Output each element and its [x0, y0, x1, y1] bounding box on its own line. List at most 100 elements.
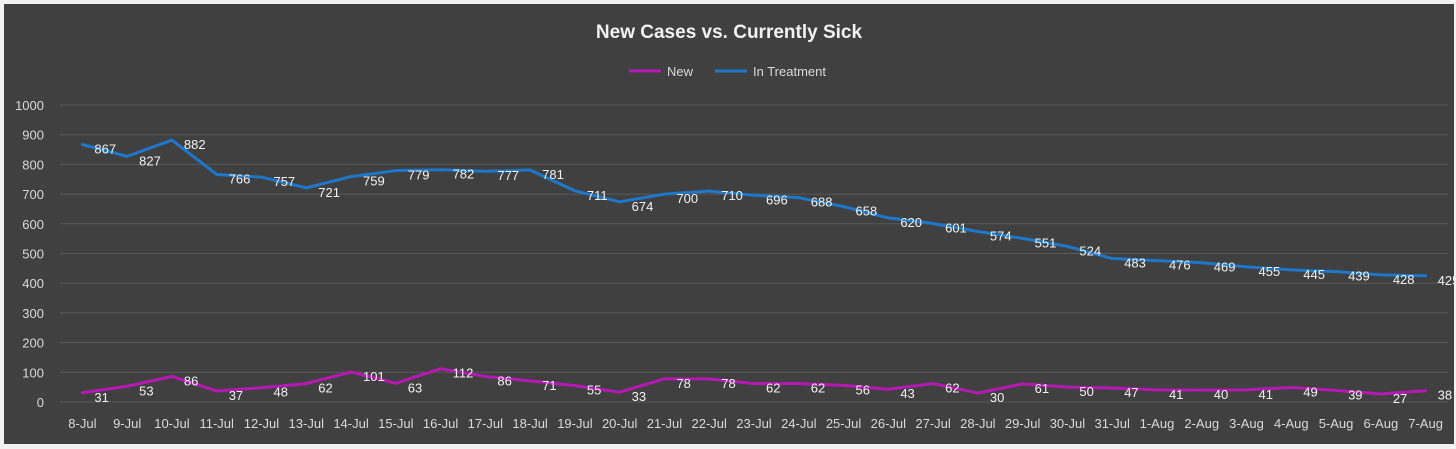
data-point	[170, 138, 174, 142]
data-point	[1021, 382, 1025, 386]
data-point	[931, 382, 935, 386]
data-label: 33	[632, 389, 646, 404]
data-point	[662, 377, 666, 381]
data-point	[1021, 236, 1025, 240]
x-tick-label: 25-Jul	[826, 416, 862, 431]
data-label: 49	[1303, 384, 1317, 399]
x-tick-label: 7-Aug	[1408, 416, 1443, 431]
data-point	[707, 189, 711, 193]
data-label: 41	[1169, 387, 1183, 402]
data-label: 781	[542, 167, 564, 182]
legend[interactable]: New In Treatment	[629, 64, 826, 79]
data-point	[304, 382, 308, 386]
data-label: 61	[1035, 381, 1049, 396]
data-point	[483, 169, 487, 173]
data-point	[842, 383, 846, 387]
data-point	[618, 200, 622, 204]
data-label: 39	[1348, 387, 1362, 402]
y-tick-label: 400	[22, 276, 44, 291]
legend-entry[interactable]: New	[667, 64, 694, 79]
x-tick-label: 13-Jul	[289, 416, 325, 431]
data-point	[931, 222, 935, 226]
data-point	[707, 377, 711, 381]
series-line	[82, 138, 1426, 278]
legend-entry[interactable]: In Treatment	[753, 64, 826, 79]
x-axis: 8-Jul 9-Jul 10-Jul 11-Jul 12-Jul 13-Jul 14-Jul…	[68, 416, 1443, 431]
data-label: 469	[1214, 260, 1236, 275]
data-label: 757	[273, 174, 295, 189]
data-point	[1424, 274, 1428, 278]
data-label: 620	[900, 215, 922, 230]
data-label: 47	[1124, 385, 1138, 400]
data-label: 43	[900, 386, 914, 401]
data-label: 27	[1393, 391, 1407, 406]
data-point	[752, 382, 756, 386]
gridlines	[60, 104, 1448, 403]
data-label: 674	[632, 199, 654, 214]
data-label: 700	[676, 191, 698, 206]
data-point	[394, 381, 398, 385]
data-label: 78	[721, 376, 735, 391]
data-label: 62	[945, 381, 959, 396]
x-tick-label: 31-Jul	[1094, 416, 1130, 431]
data-point	[483, 374, 487, 378]
data-label: 827	[139, 153, 161, 168]
data-label: 55	[587, 383, 601, 398]
data-point	[976, 391, 980, 395]
y-tick-label: 200	[22, 336, 44, 351]
x-tick-label: 12-Jul	[244, 416, 280, 431]
data-label: 63	[408, 380, 422, 395]
x-tick-label: 23-Jul	[736, 416, 772, 431]
y-tick-label: 800	[22, 157, 44, 172]
data-label: 476	[1169, 258, 1191, 273]
data-point	[215, 389, 219, 393]
x-tick-label: 5-Aug	[1319, 416, 1354, 431]
x-tick-label: 21-Jul	[647, 416, 683, 431]
data-point	[1200, 388, 1204, 392]
y-tick-label: 300	[22, 306, 44, 321]
data-point	[797, 196, 801, 200]
data-label: 711	[587, 188, 608, 203]
x-tick-label: 26-Jul	[871, 416, 907, 431]
data-point	[215, 172, 219, 176]
chart-area[interactable]: New Cases vs. Currently Sick New In Treat…	[4, 4, 1456, 444]
data-point	[439, 168, 443, 172]
data-label: 524	[1079, 243, 1101, 258]
data-label: 48	[273, 385, 287, 400]
y-tick-label: 900	[22, 128, 44, 143]
data-label: 428	[1393, 272, 1415, 287]
x-tick-label: 8-Jul	[68, 416, 96, 431]
data-label: 78	[676, 376, 690, 391]
data-point	[1155, 388, 1159, 392]
x-tick-label: 6-Aug	[1363, 416, 1398, 431]
x-tick-label: 18-Jul	[512, 416, 548, 431]
data-label: 710	[721, 188, 743, 203]
data-label: 41	[1259, 387, 1273, 402]
data-point	[80, 143, 84, 147]
data-label: 62	[811, 381, 825, 396]
y-tick-label: 0	[37, 395, 44, 410]
data-point	[304, 186, 308, 190]
data-point	[1245, 265, 1249, 269]
data-point	[1200, 261, 1204, 265]
data-label: 759	[363, 174, 385, 189]
data-point	[1379, 273, 1383, 277]
x-tick-label: 20-Jul	[602, 416, 638, 431]
data-point	[842, 205, 846, 209]
data-labels: 31 53 86 37 48 62 101 63 112 86 71 55 33 78 78 62 62 56 43…	[94, 137, 1456, 406]
data-label: 782	[453, 167, 475, 182]
data-label: 38	[1438, 388, 1452, 403]
data-label: 882	[184, 137, 206, 152]
data-point	[1065, 244, 1069, 248]
data-point	[1155, 259, 1159, 263]
data-point	[1289, 385, 1293, 389]
data-label: 696	[766, 192, 788, 207]
data-point	[1110, 386, 1114, 390]
data-point	[528, 168, 532, 172]
data-label: 777	[497, 168, 519, 183]
data-label: 40	[1214, 387, 1228, 402]
x-tick-label: 19-Jul	[557, 416, 593, 431]
data-point	[170, 374, 174, 378]
data-point	[573, 384, 577, 388]
data-label: 86	[497, 373, 511, 388]
